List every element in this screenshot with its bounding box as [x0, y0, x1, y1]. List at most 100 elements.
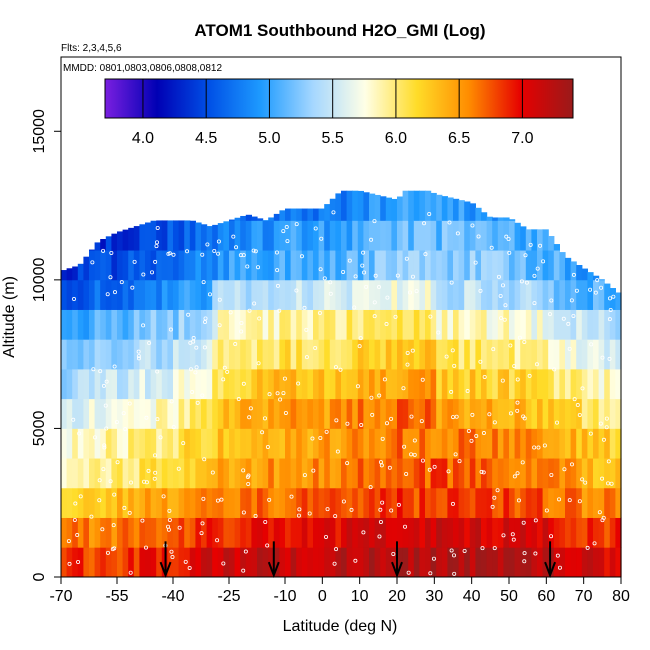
sample-point: [515, 408, 520, 413]
heatmap-cell: [307, 250, 314, 281]
heatmap-cell: [531, 428, 538, 459]
heatmap-cell: [497, 339, 504, 370]
heatmap-cell: [245, 309, 252, 340]
sample-point: [253, 513, 258, 518]
heatmap-cell: [268, 220, 275, 251]
sample-point: [535, 266, 540, 271]
heatmap-cell: [296, 339, 303, 370]
heatmap-cell: [464, 279, 471, 310]
heatmap-cell: [587, 458, 594, 489]
x-tick-label: -25: [217, 588, 240, 605]
heatmap-cell: [189, 398, 196, 429]
heatmap-cell: [497, 369, 504, 400]
sample-point: [104, 426, 109, 431]
sample-point: [428, 571, 433, 576]
sample-point: [144, 480, 149, 485]
heatmap-cell: [352, 398, 359, 429]
heatmap-cell: [313, 279, 320, 310]
heatmap-cell: [352, 369, 359, 400]
heatmap-cell: [509, 547, 516, 578]
sample-point: [406, 570, 411, 575]
heatmap-cell: [380, 279, 387, 310]
heatmap-cell: [492, 428, 499, 459]
sample-point: [566, 321, 571, 326]
heatmap-cell: [565, 517, 572, 548]
heatmap-cell: [475, 369, 482, 400]
heatmap-cell: [497, 217, 504, 221]
sample-point: [377, 534, 382, 539]
heatmap-cell: [520, 369, 527, 400]
sample-point: [384, 421, 389, 426]
heatmap-cell: [178, 220, 185, 251]
sample-point: [246, 473, 251, 478]
heatmap-cell: [245, 428, 252, 459]
heatmap-cell: [430, 369, 437, 400]
sample-point: [533, 551, 538, 556]
sample-point: [296, 381, 301, 386]
heatmap-cell: [447, 369, 454, 400]
sample-point: [455, 231, 460, 236]
sample-point: [101, 383, 106, 388]
heatmap-cell: [559, 279, 566, 310]
heatmap-cell: [369, 339, 376, 370]
heatmap-cell: [156, 220, 163, 251]
heatmap-cell: [206, 487, 213, 518]
heatmap-cell: [341, 547, 348, 578]
sample-point: [275, 283, 280, 288]
colorbar-tick-label: 4.5: [195, 130, 217, 147]
heatmap-cell: [436, 517, 443, 548]
heatmap-cell: [100, 250, 107, 281]
heatmap-cell: [229, 517, 236, 548]
sample-point: [450, 348, 455, 353]
heatmap-cell: [425, 547, 432, 578]
sample-point: [607, 356, 612, 361]
sample-point: [122, 505, 127, 510]
heatmap-cell: [94, 517, 101, 548]
heatmap-cell: [447, 458, 454, 489]
heatmap-cell: [514, 487, 521, 518]
heatmap-cell: [156, 517, 163, 548]
heatmap-cell: [279, 220, 286, 251]
heatmap-cell: [565, 279, 572, 310]
heatmap-cell: [430, 428, 437, 459]
heatmap-cell: [240, 487, 247, 518]
sample-point: [72, 517, 77, 522]
heatmap-cell: [570, 517, 577, 548]
heatmap-cell: [262, 487, 269, 518]
heatmap-cell: [195, 309, 202, 340]
sample-point: [307, 511, 312, 516]
heatmap-cell: [262, 220, 269, 251]
heatmap-cell: [111, 339, 118, 370]
heatmap-cell: [559, 517, 566, 548]
heatmap-cell: [335, 398, 342, 429]
heatmap-cell: [83, 369, 90, 400]
heatmap-cell: [257, 517, 264, 548]
heatmap-cell: [217, 369, 224, 400]
heatmap-cell: [268, 458, 275, 489]
heatmap-cell: [178, 309, 185, 340]
sample-point: [453, 452, 458, 457]
sample-point: [202, 320, 207, 325]
sample-point: [404, 471, 409, 476]
heatmap-cell: [301, 309, 308, 340]
heatmap-cell: [413, 309, 420, 340]
heatmap-cell: [593, 517, 600, 548]
heatmap-cell: [430, 517, 437, 548]
heatmap-cell: [447, 487, 454, 518]
heatmap-cell: [369, 309, 376, 340]
heatmap-cell: [234, 487, 241, 518]
sample-point: [265, 543, 270, 548]
heatmap-cell: [285, 369, 292, 400]
heatmap-cell: [257, 250, 264, 281]
heatmap-cell: [201, 458, 208, 489]
heatmap-cell: [408, 220, 415, 251]
heatmap-cell: [525, 279, 532, 310]
sample-point: [604, 425, 609, 430]
heatmap-cell: [408, 458, 415, 489]
heatmap-cell: [441, 458, 448, 489]
heatmap-cell: [380, 250, 387, 281]
heatmap-cell: [492, 279, 499, 310]
heatmap-cell: [94, 242, 101, 251]
sample-point: [219, 497, 224, 502]
sample-point: [536, 445, 541, 450]
